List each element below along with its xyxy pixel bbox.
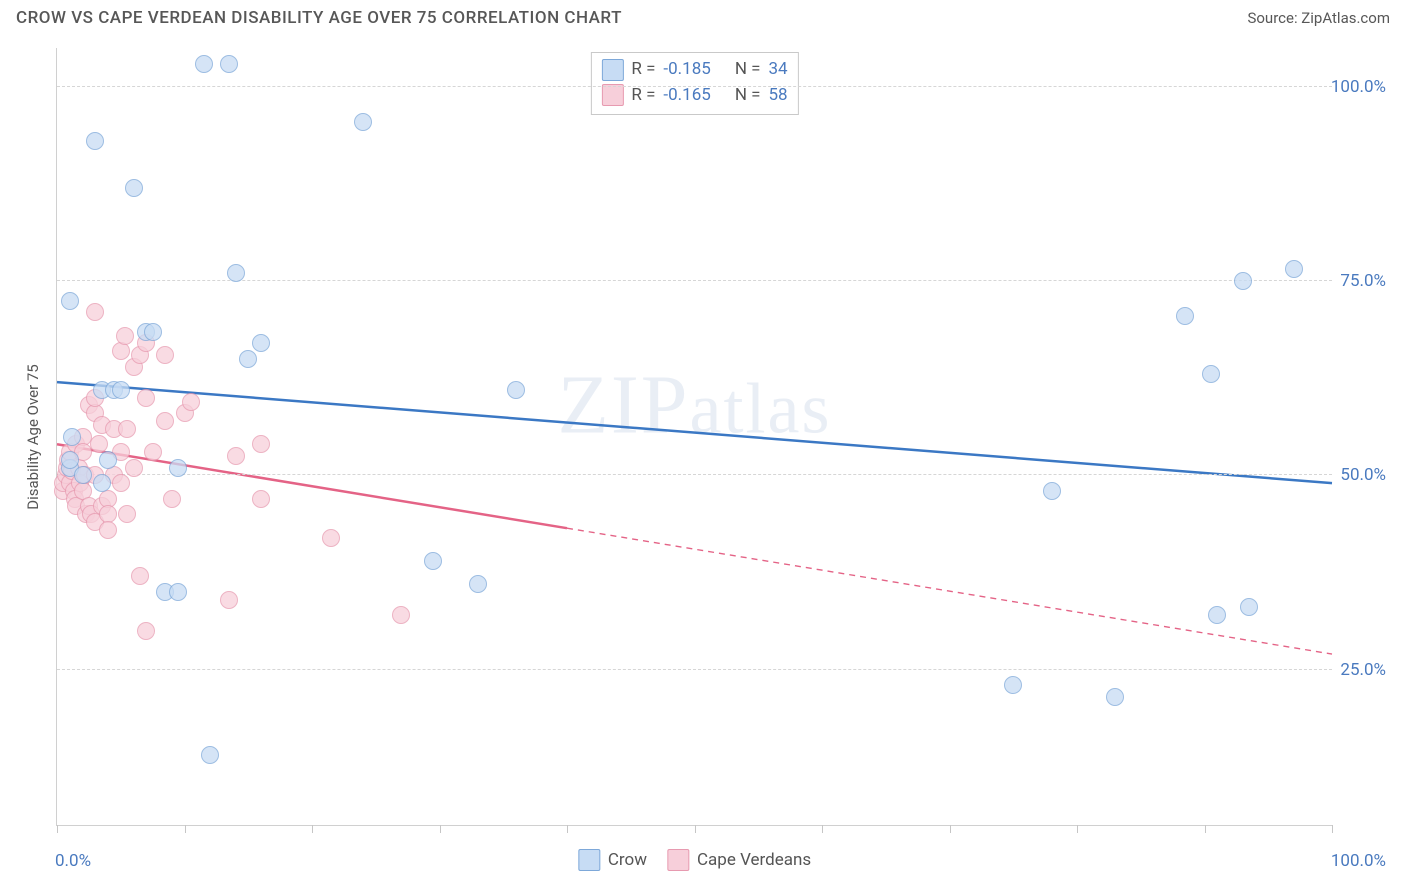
plot-area: ZIPatlas Disability Age Over 75 R = -0.1…: [56, 48, 1332, 826]
legend-label-cv: Cape Verdeans: [697, 850, 811, 870]
data-point: [1043, 482, 1061, 500]
data-point: [99, 521, 117, 539]
x-axis-min-label: 0.0%: [55, 851, 91, 871]
data-point: [220, 591, 238, 609]
data-point: [61, 451, 79, 469]
legend-label-crow: Crow: [608, 850, 647, 870]
stat-r-crow: -0.185: [663, 57, 710, 83]
x-tick: [567, 825, 568, 833]
data-point: [507, 381, 525, 399]
data-point: [116, 327, 134, 345]
data-point: [74, 466, 92, 484]
data-point: [252, 435, 270, 453]
legend-swatch-crow: [578, 849, 600, 871]
stat-label-n: N =: [735, 57, 761, 83]
gridline-h: [57, 474, 1332, 475]
x-tick: [1205, 825, 1206, 833]
y-tick-label: 50.0%: [1340, 465, 1386, 485]
data-point: [112, 381, 130, 399]
legend-item-crow: Crow: [578, 849, 647, 871]
chart-title: CROW VS CAPE VERDEAN DISABILITY AGE OVER…: [16, 8, 622, 28]
data-point: [322, 529, 340, 547]
data-point: [169, 583, 187, 601]
x-tick: [695, 825, 696, 833]
data-point: [169, 459, 187, 477]
data-point: [252, 490, 270, 508]
stat-n-crow: 34: [769, 57, 788, 83]
data-point: [220, 55, 238, 73]
data-point: [86, 132, 104, 150]
data-point: [252, 334, 270, 352]
gridline-h: [57, 86, 1332, 87]
legend-item-cv: Cape Verdeans: [667, 849, 811, 871]
data-point: [227, 264, 245, 282]
data-point: [144, 443, 162, 461]
x-tick: [822, 825, 823, 833]
data-point: [125, 459, 143, 477]
data-point: [156, 346, 174, 364]
legend-swatch-cv: [667, 849, 689, 871]
trend-line-dashed: [567, 528, 1332, 654]
data-point: [125, 179, 143, 197]
stats-legend: R = -0.185 N = 34 R = -0.165 N = 58: [590, 52, 798, 115]
data-point: [93, 474, 111, 492]
data-point: [86, 303, 104, 321]
y-tick-label: 25.0%: [1340, 660, 1386, 680]
stats-legend-row-crow: R = -0.185 N = 34: [601, 57, 787, 83]
x-tick: [1332, 825, 1333, 833]
data-point: [424, 552, 442, 570]
data-point: [469, 575, 487, 593]
x-axis-max-label: 100.0%: [1331, 851, 1386, 871]
data-point: [1208, 606, 1226, 624]
gridline-h: [57, 280, 1332, 281]
x-tick: [185, 825, 186, 833]
trend-lines-layer: [57, 48, 1332, 825]
data-point: [1106, 688, 1124, 706]
data-point: [131, 567, 149, 585]
data-point: [112, 474, 130, 492]
data-point: [137, 622, 155, 640]
legend-swatch-crow: [601, 59, 623, 81]
data-point: [1234, 272, 1252, 290]
gridline-h: [57, 669, 1332, 670]
data-point: [227, 447, 245, 465]
data-point: [137, 389, 155, 407]
legend-swatch-cv: [601, 84, 623, 106]
data-point: [201, 746, 219, 764]
x-tick: [1077, 825, 1078, 833]
data-point: [118, 420, 136, 438]
data-point: [118, 505, 136, 523]
data-point: [239, 350, 257, 368]
x-tick: [440, 825, 441, 833]
x-tick: [57, 825, 58, 833]
y-axis-label: Disability Age Over 75: [24, 364, 42, 509]
data-point: [112, 342, 130, 360]
data-point: [1202, 365, 1220, 383]
data-point: [61, 292, 79, 310]
chart-container: ZIPatlas Disability Age Over 75 R = -0.1…: [16, 40, 1390, 876]
series-legend: Crow Cape Verdeans: [578, 849, 811, 871]
data-point: [1240, 598, 1258, 616]
y-tick-label: 100.0%: [1331, 77, 1386, 97]
data-point: [195, 55, 213, 73]
data-point: [182, 393, 200, 411]
data-point: [163, 490, 181, 508]
data-point: [1285, 260, 1303, 278]
data-point: [156, 412, 174, 430]
y-tick-label: 75.0%: [1340, 271, 1386, 291]
x-tick: [950, 825, 951, 833]
trend-line: [57, 382, 1332, 483]
data-point: [63, 428, 81, 446]
source-attribution: Source: ZipAtlas.com: [1247, 9, 1390, 27]
data-point: [354, 113, 372, 131]
data-point: [144, 323, 162, 341]
data-point: [392, 606, 410, 624]
data-point: [1176, 307, 1194, 325]
data-point: [99, 451, 117, 469]
stat-label-r: R =: [631, 57, 655, 83]
x-tick: [312, 825, 313, 833]
data-point: [1004, 676, 1022, 694]
